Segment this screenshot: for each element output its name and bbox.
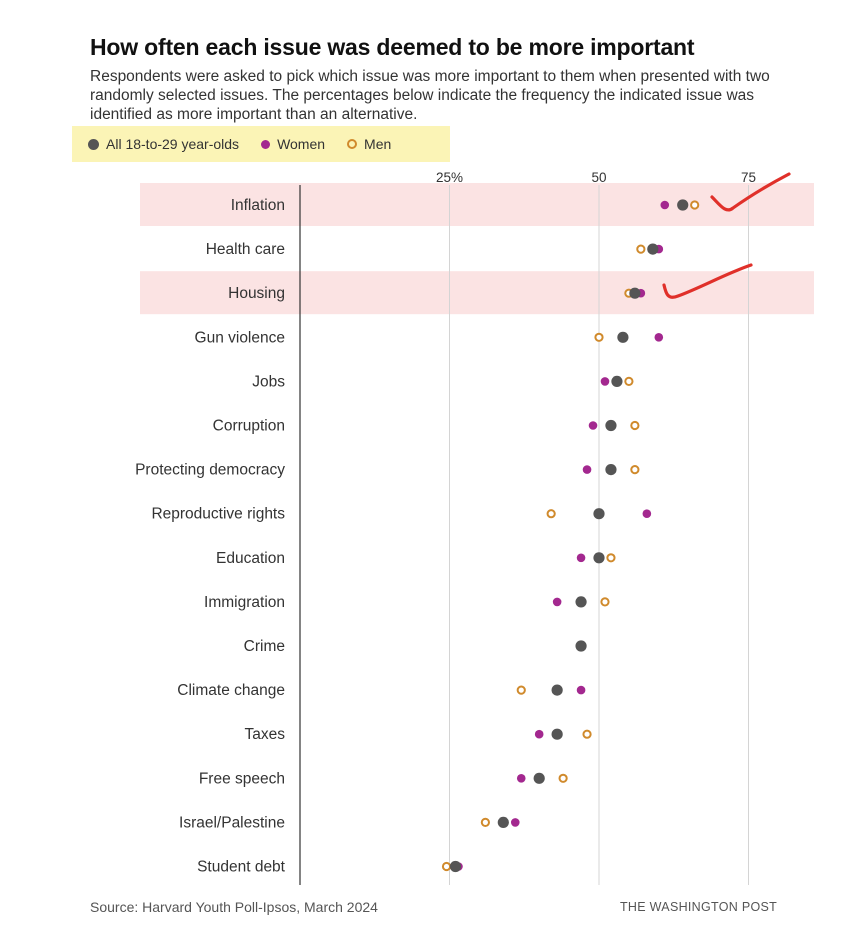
- category-label-health-care: Health care: [206, 241, 285, 258]
- category-label-crime: Crime: [244, 638, 285, 655]
- category-label-housing: Housing: [228, 285, 285, 302]
- point-all-reproductive-rights: [593, 508, 604, 519]
- point-men-israel-palestine: [482, 819, 489, 826]
- point-women-jobs: [601, 377, 610, 386]
- point-men-health-care: [637, 246, 644, 253]
- point-women-inflation: [660, 201, 669, 210]
- x-tick-label-25: 25%: [436, 170, 463, 185]
- category-label-education: Education: [216, 550, 285, 567]
- point-all-protecting-democracy: [605, 464, 616, 475]
- point-men-climate-change: [518, 687, 525, 694]
- point-all-jobs: [611, 376, 622, 387]
- point-women-climate-change: [577, 686, 586, 695]
- point-men-education: [607, 554, 614, 561]
- point-men-gun-violence: [595, 334, 602, 341]
- x-tick-label-50: 50: [591, 170, 606, 185]
- category-label-free-speech: Free speech: [199, 770, 285, 787]
- publisher-credit: THE WASHINGTON POST: [620, 900, 777, 914]
- category-label-protecting-democracy: Protecting democracy: [135, 462, 285, 479]
- point-all-immigration: [575, 596, 586, 607]
- point-women-education: [577, 554, 586, 563]
- source-note: Source: Harvard Youth Poll-Ipsos, March …: [90, 899, 378, 915]
- category-label-inflation: Inflation: [231, 197, 285, 214]
- point-women-gun-violence: [655, 333, 664, 342]
- point-all-education: [593, 552, 604, 563]
- point-all-climate-change: [552, 685, 563, 696]
- point-men-student-debt: [443, 863, 450, 870]
- category-label-corruption: Corruption: [213, 418, 285, 435]
- point-men-protecting-democracy: [631, 466, 638, 473]
- point-women-immigration: [553, 598, 562, 607]
- point-women-taxes: [535, 730, 544, 739]
- point-women-free-speech: [517, 774, 526, 783]
- point-women-corruption: [589, 421, 598, 430]
- point-men-jobs: [625, 378, 632, 385]
- point-women-reproductive-rights: [643, 509, 652, 518]
- point-men-free-speech: [560, 775, 567, 782]
- point-men-corruption: [631, 422, 638, 429]
- category-label-taxes: Taxes: [245, 726, 286, 743]
- point-men-immigration: [601, 598, 608, 605]
- point-men-reproductive-rights: [548, 510, 555, 517]
- category-label-student-debt: Student debt: [197, 859, 286, 876]
- point-all-crime: [575, 640, 586, 651]
- category-label-climate-change: Climate change: [177, 682, 285, 699]
- point-all-gun-violence: [617, 332, 628, 343]
- category-label-reproductive-rights: Reproductive rights: [151, 506, 285, 523]
- category-label-immigration: Immigration: [204, 594, 285, 611]
- point-all-inflation: [677, 199, 688, 210]
- point-women-israel-palestine: [511, 818, 520, 827]
- point-women-protecting-democracy: [583, 465, 592, 474]
- category-label-jobs: Jobs: [252, 373, 285, 390]
- point-men-taxes: [583, 731, 590, 738]
- point-all-israel-palestine: [498, 817, 509, 828]
- x-tick-label-75: 75: [741, 170, 756, 185]
- point-all-free-speech: [534, 773, 545, 784]
- point-all-health-care: [647, 244, 658, 255]
- point-all-corruption: [605, 420, 616, 431]
- category-label-israel-palestine: Israel/Palestine: [179, 814, 285, 831]
- point-all-student-debt: [450, 861, 461, 872]
- category-label-gun-violence: Gun violence: [195, 329, 285, 346]
- point-men-inflation: [691, 201, 698, 208]
- point-all-taxes: [552, 729, 563, 740]
- point-all-housing: [629, 288, 640, 299]
